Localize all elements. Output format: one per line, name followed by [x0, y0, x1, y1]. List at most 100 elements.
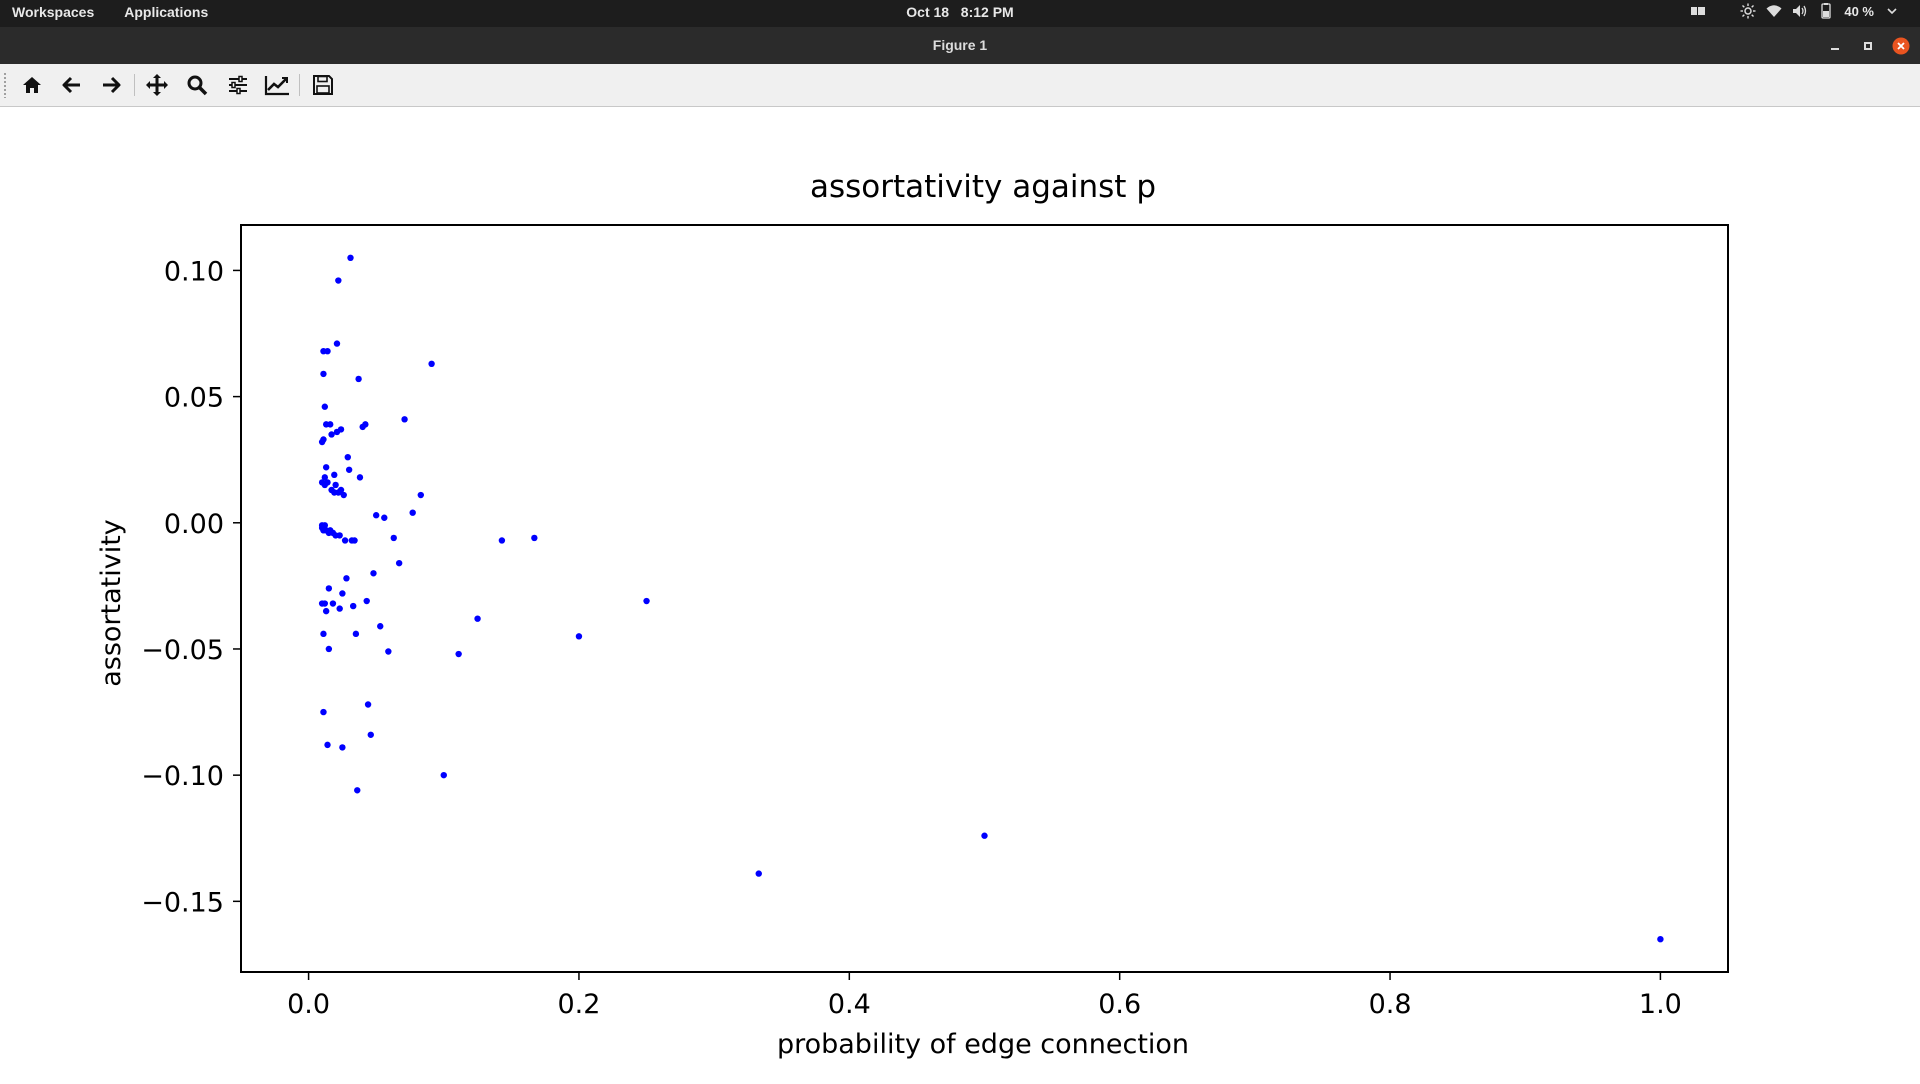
data-point [322, 607, 330, 615]
axis-ticks: 0.0 0.2 0.4 0.6 0.8 1.0 0.10 0.05 0.00 −0.05 −0.10… [141, 256, 1682, 1020]
data-point [347, 254, 354, 262]
data-point [325, 585, 333, 592]
data-point [335, 277, 342, 284]
data-point [643, 597, 650, 605]
data-point [377, 623, 384, 630]
data-point [320, 370, 327, 378]
minimize-button[interactable] [1826, 37, 1844, 55]
data-point [343, 575, 350, 582]
battery-icon[interactable] [1818, 3, 1834, 19]
y-tick-label: 0.10 [164, 256, 224, 287]
data-point [498, 537, 506, 544]
x-tick-label: 0.6 [1098, 989, 1141, 1020]
x-tick-label: 0.2 [557, 989, 600, 1020]
system-top-bar: Workspaces Applications Oct 18 8:12 PM 4… [0, 0, 1920, 27]
workspaces-menu[interactable]: Workspaces [12, 4, 95, 20]
data-point [339, 744, 346, 751]
forward-arrow-icon [103, 76, 121, 94]
close-button[interactable] [1892, 37, 1910, 55]
data-point [318, 522, 326, 529]
y-tick-label: 0.05 [164, 383, 224, 414]
y-axis-label: assortativity [96, 519, 127, 687]
clock-date[interactable]: Oct 18 [906, 4, 950, 20]
back-arrow-icon [62, 76, 80, 94]
pan-button[interactable] [143, 72, 171, 98]
data-point [325, 645, 333, 653]
toolbar-separator [299, 74, 300, 96]
data-point [329, 600, 337, 607]
forward-button[interactable] [97, 72, 125, 98]
data-point [356, 474, 364, 481]
data-point [340, 491, 347, 499]
back-button[interactable] [58, 72, 86, 98]
y-tick-label: 0.00 [164, 509, 224, 540]
data-point [345, 466, 353, 473]
navigation-toolbar [0, 64, 1920, 107]
scatter-chart[interactable]: assortativity against p probability of e… [0, 107, 1920, 1080]
configure-subplots-button[interactable] [224, 72, 252, 98]
volume-icon[interactable] [1792, 3, 1808, 19]
data-point [367, 731, 374, 738]
data-point [333, 340, 341, 347]
workspace-switcher-icon[interactable] [1690, 3, 1706, 19]
data-point [395, 559, 403, 567]
data-point [321, 474, 329, 481]
applications-menu[interactable]: Applications [124, 4, 209, 20]
data-point [372, 512, 380, 519]
data-point [333, 428, 341, 436]
brightness-icon[interactable] [1740, 3, 1756, 19]
zoom-icon [187, 75, 208, 96]
data-point [320, 347, 327, 355]
data-point [320, 708, 327, 716]
data-point [336, 605, 343, 612]
data-point [344, 453, 351, 461]
data-point [318, 600, 326, 607]
data-point [350, 602, 357, 610]
data-point [370, 570, 377, 577]
toolbar-separator [134, 74, 135, 96]
battery-percentage: 40 % [1844, 3, 1874, 19]
window-title-bar: Figure 1 [0, 27, 1920, 64]
data-point [318, 438, 326, 446]
data-point [341, 537, 349, 544]
chart-title: assortativity against p [810, 169, 1156, 205]
save-icon [313, 75, 333, 95]
home-button[interactable] [18, 72, 46, 98]
figure-canvas[interactable]: assortativity against p probability of e… [0, 107, 1920, 1080]
data-point [324, 741, 331, 749]
y-tick-label: −0.10 [141, 761, 224, 792]
data-point [332, 481, 339, 489]
data-points [318, 254, 1664, 943]
zoom-button[interactable] [183, 72, 211, 98]
x-axis-label: probability of edge connection [777, 1029, 1189, 1060]
data-point [575, 633, 583, 640]
pan-icon [146, 74, 168, 96]
data-point [328, 431, 335, 438]
data-point [381, 514, 388, 521]
chevron-down-icon[interactable] [1884, 3, 1900, 19]
data-point [440, 771, 447, 779]
clock-time[interactable]: 8:12 PM [960, 4, 1014, 20]
data-point [755, 870, 762, 877]
data-point [321, 403, 329, 410]
toolbar-grip[interactable] [3, 72, 7, 98]
data-point [474, 615, 481, 622]
maximize-button[interactable] [1859, 37, 1877, 55]
data-point [531, 534, 538, 542]
data-point [1657, 935, 1664, 943]
window-title: Figure 1 [932, 37, 988, 53]
x-tick-label: 0.8 [1369, 989, 1412, 1020]
x-tick-label: 1.0 [1639, 989, 1682, 1020]
data-point [409, 509, 416, 516]
data-point [322, 464, 330, 471]
edit-axis-button[interactable] [263, 72, 291, 98]
plot-area-frame [240, 224, 1729, 973]
edit-axis-icon [264, 76, 289, 96]
data-point [318, 479, 326, 486]
data-point [428, 360, 435, 368]
wifi-icon[interactable] [1766, 3, 1782, 19]
data-point [390, 534, 397, 542]
save-button[interactable] [309, 72, 337, 98]
data-point [320, 630, 327, 638]
data-point [348, 537, 356, 544]
